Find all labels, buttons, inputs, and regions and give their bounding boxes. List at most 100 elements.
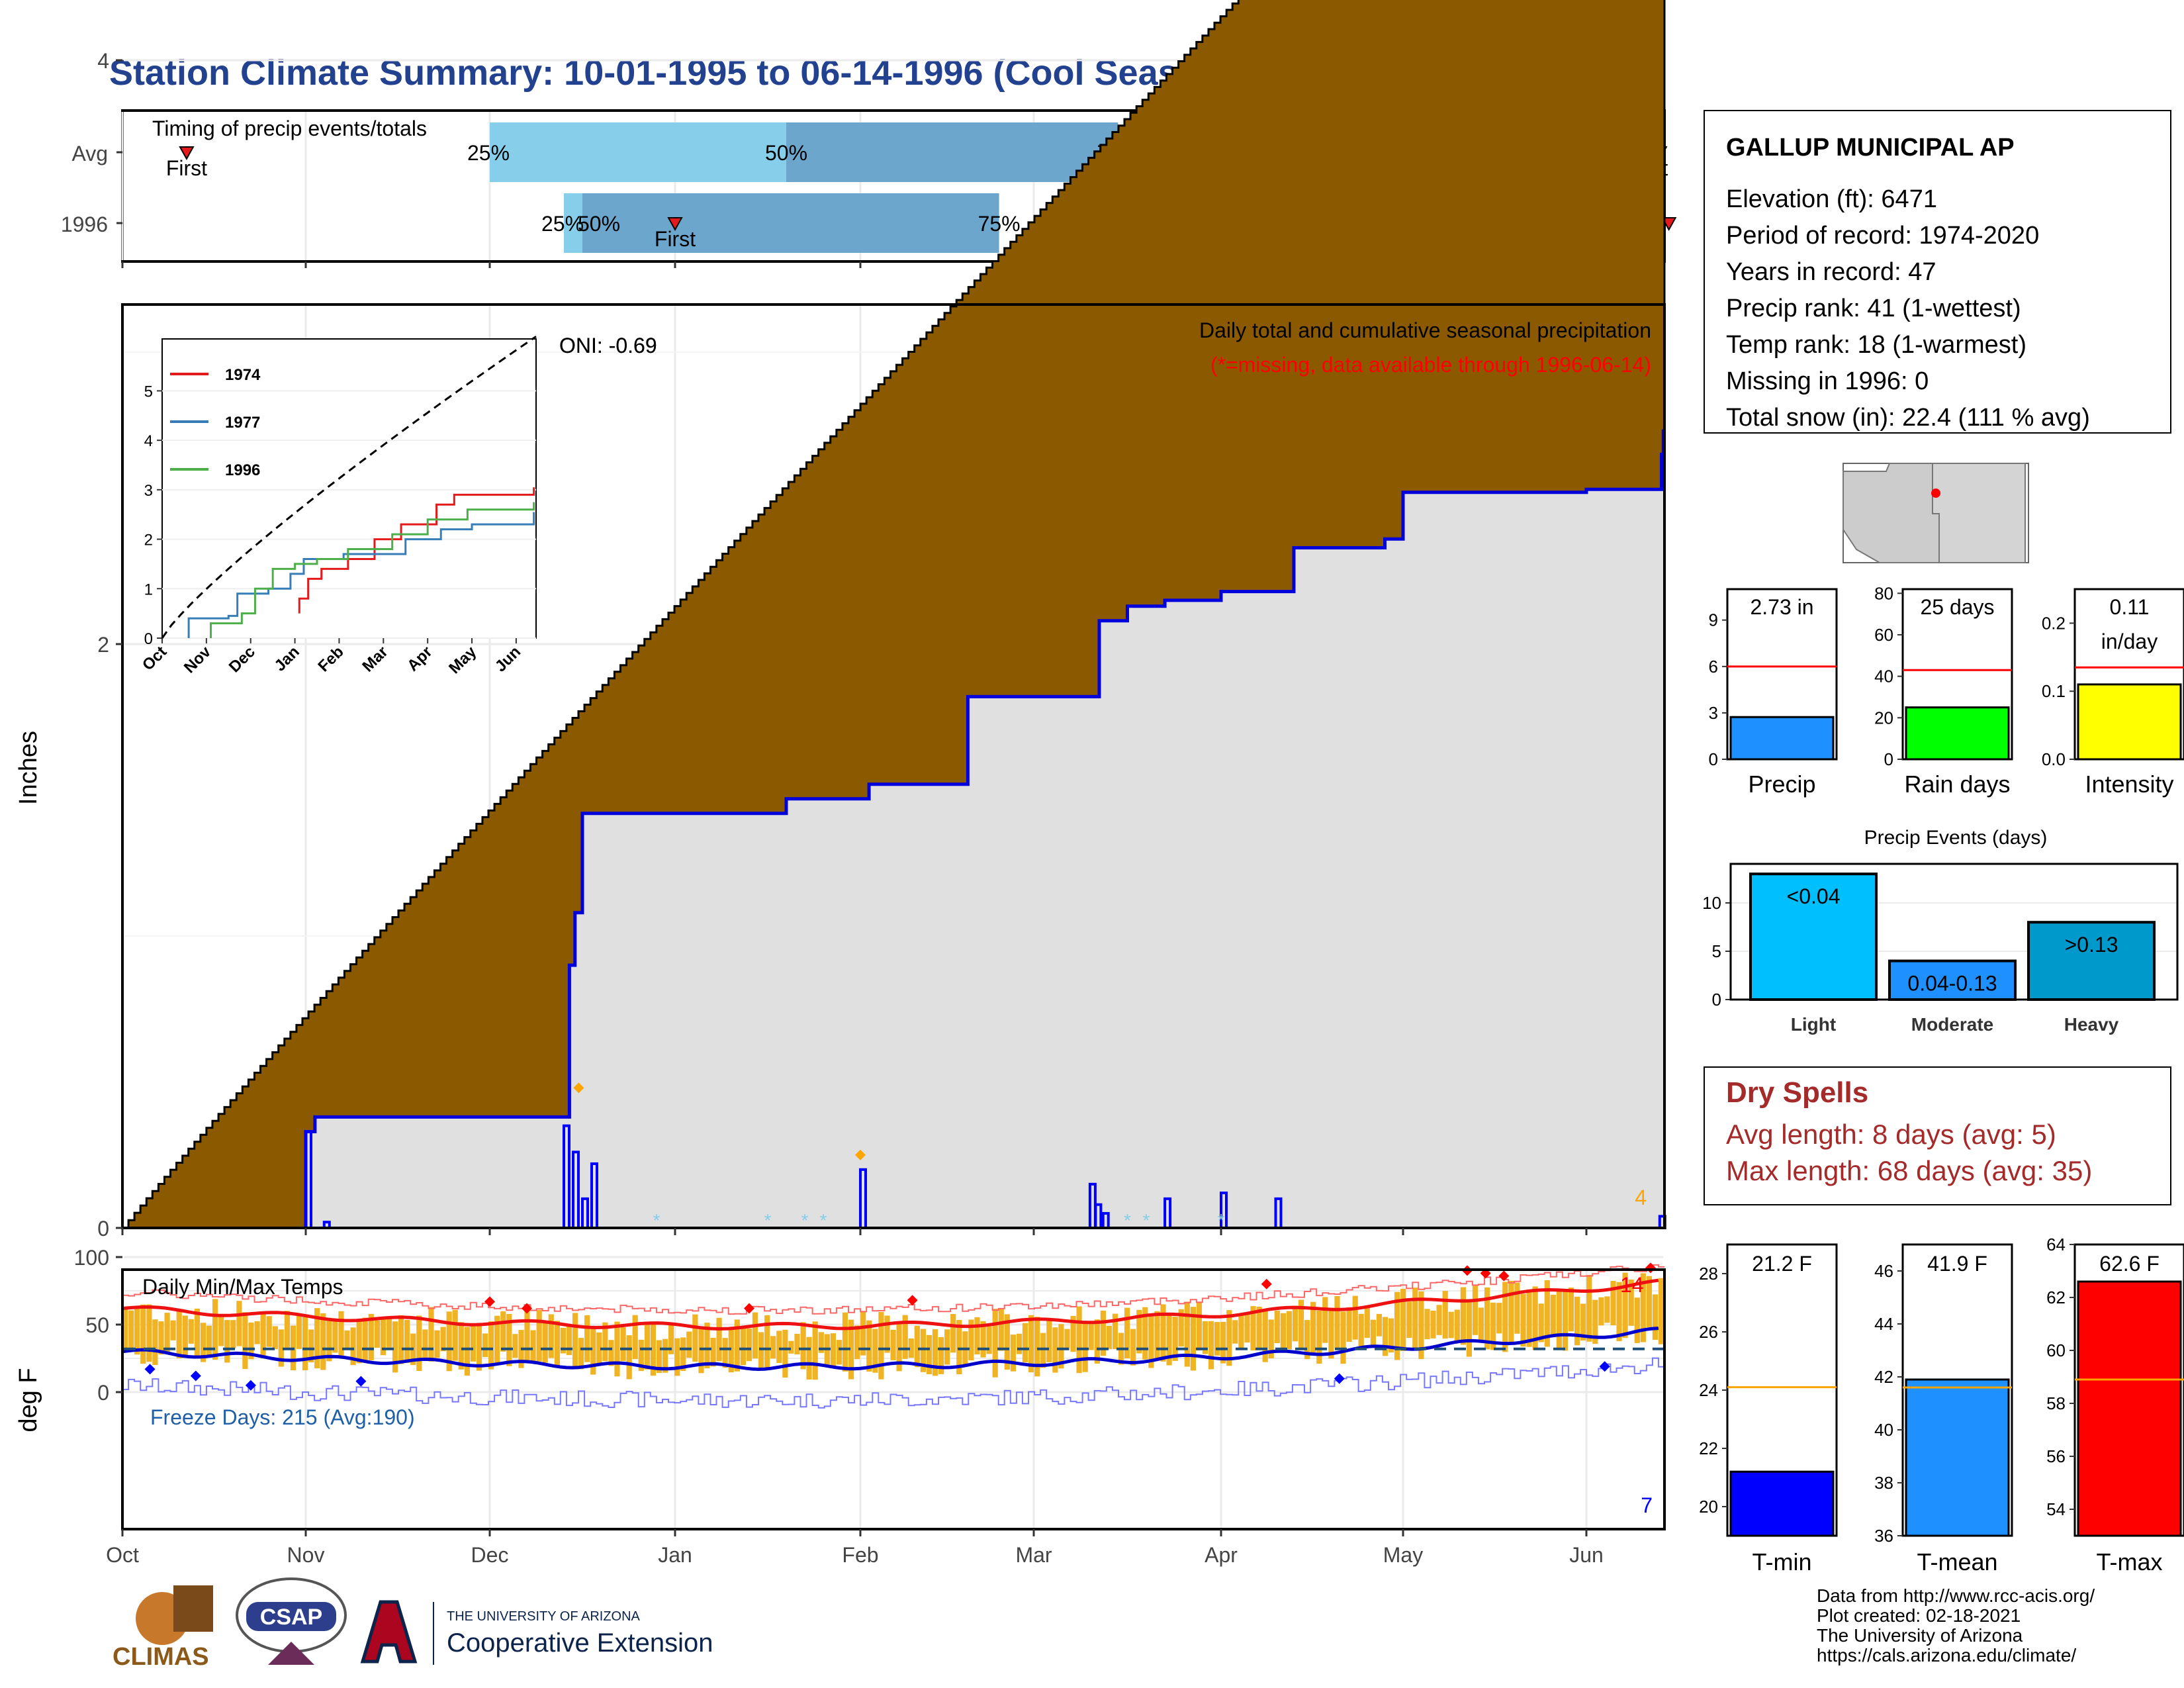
daily-temp-range-bar (584, 1315, 590, 1362)
daily-temp-range-bar (140, 1304, 146, 1364)
daily-temp-range-bar (890, 1329, 896, 1360)
station-info-line: Elevation (ft): 6471 (1726, 185, 1937, 213)
temp-bar-name: T-mean (1917, 1548, 1997, 1575)
daily-temp-range-bar (482, 1333, 488, 1358)
mini-bar-value-label: 2.73 in (1750, 595, 1813, 619)
daily-temp-range-bar (902, 1315, 908, 1359)
daily-temp-range-bar (626, 1335, 632, 1380)
daily-temp-range-bar (1178, 1309, 1184, 1347)
daily-temp-range-bar (302, 1316, 308, 1370)
daily-temp-range-bar (512, 1334, 518, 1358)
temp-bar-ytick-label: 60 (2046, 1340, 2066, 1360)
station-info-box: GALLUP MUNICIPAL AP Elevation (ft): 6471… (1704, 110, 2171, 434)
daily-temp-range-bar (308, 1329, 314, 1362)
daily-temp-range-bar (1328, 1309, 1334, 1359)
temp-bar-name: T-min (1752, 1548, 1812, 1575)
inset-ytick-label: 5 (144, 383, 153, 400)
daily-temp-range-bar (494, 1315, 500, 1364)
inset-average-line (161, 336, 537, 639)
daily-temp-range-bar (158, 1321, 164, 1355)
mini-bar-ytick-label: 0.1 (2042, 681, 2066, 701)
daily-temp-range-bar (368, 1313, 374, 1360)
temp-ylabel: deg F (15, 1368, 42, 1432)
daily-temp-range-bar (1058, 1324, 1064, 1369)
station-info-line: Temp rank: 18 (1-warmest) (1726, 331, 2026, 359)
daily-temp-range-bar (1496, 1303, 1502, 1334)
timing-bar-25-50 (490, 122, 786, 182)
trace-asterisk: * (801, 1210, 809, 1231)
daily-temp-range-bar (164, 1313, 170, 1352)
daily-temp-range-bar (194, 1308, 200, 1357)
mini-bar-ytick-label: 40 (1874, 667, 1893, 686)
daily-temp-range-bar (146, 1304, 152, 1362)
first-event-label: First (166, 156, 207, 180)
ua-a-icon (360, 1600, 418, 1664)
mini-bar-ytick-label: 80 (1874, 583, 1893, 603)
missing-note: (*=missing, data available through 1996-… (1210, 353, 1651, 377)
daily-temp-range-bar (200, 1323, 206, 1362)
daily-temp-range-bar (1622, 1272, 1628, 1338)
daily-temp-range-bar (794, 1334, 800, 1354)
trace-asterisk: * (1124, 1210, 1131, 1231)
precip-frame (121, 303, 1666, 1229)
daily-temp-range-bar (554, 1321, 560, 1368)
temp-bar-ytick-label: 26 (1699, 1322, 1718, 1342)
daily-temp-range-bar (758, 1332, 764, 1370)
daily-temp-range-bar (638, 1339, 644, 1372)
daily-temp-range-bar (404, 1320, 410, 1363)
daily-temp-range-bar (1406, 1301, 1412, 1338)
daily-temp-range-bar (746, 1328, 752, 1362)
precip-ytick-label: 2 (97, 633, 109, 657)
precip-annotation: Daily total and cumulative seasonal prec… (1199, 318, 1651, 342)
daily-temp-range-bar (596, 1333, 602, 1365)
temp-corner-min: 7 (1641, 1493, 1653, 1517)
mini-bar-ytick-label: 0.2 (2042, 613, 2066, 633)
temp-bar-ytick-label: 28 (1699, 1264, 1718, 1284)
footer-line: Plot created: 02-18-2021 (1817, 1605, 2021, 1626)
daily-temp-range-bar (1136, 1309, 1142, 1354)
daily-temp-range-bar (656, 1340, 662, 1374)
timing-label: Timing of precip events/totals (152, 117, 427, 140)
precip-ylabel: Inches (15, 731, 42, 805)
daily-temp-range-bar (1238, 1313, 1244, 1350)
daily-temp-range-bar (572, 1313, 578, 1370)
daily-temp-range-bar (362, 1317, 368, 1362)
daily-temp-range-bar (608, 1340, 614, 1366)
daily-temp-range-bar (1334, 1295, 1340, 1348)
daily-temp-range-bar (1346, 1307, 1352, 1342)
daily-temp-range-bar (182, 1315, 188, 1358)
daily-temp-range-bar (1298, 1299, 1304, 1350)
events-bar-name: Moderate (1911, 1014, 1993, 1035)
daily-temp-range-bar (134, 1306, 140, 1355)
record-low-marker (245, 1380, 256, 1391)
daily-temp-range-bar (1460, 1287, 1466, 1345)
events-title: Precip Events (days) (1864, 827, 2048, 849)
temp-bar-ytick-label: 42 (1874, 1367, 1893, 1387)
daily-temp-range-bar (956, 1320, 962, 1374)
daily-temp-range-bar (1340, 1311, 1346, 1364)
oni-label-front: ONI: -0.69 (559, 334, 657, 357)
ua-small-text: THE UNIVERSITY OF ARIZONA (447, 1609, 641, 1624)
temp-ytick-label: 0 (97, 1381, 109, 1405)
daily-temp-range-bar (1208, 1321, 1214, 1370)
daily-temp-range-bar (1088, 1322, 1094, 1350)
daily-temp-range-bar (878, 1312, 884, 1380)
daily-temp-range-bar (1202, 1321, 1208, 1354)
snow-event-marker (573, 1082, 584, 1094)
daily-temp-range-bar (884, 1315, 890, 1353)
daily-temp-range-bar (524, 1311, 530, 1361)
footer-line: https://cals.arizona.edu/climate/ (1817, 1645, 2076, 1665)
daily-temp-range-bar (1430, 1311, 1436, 1338)
average-max-line (122, 1278, 1659, 1331)
daily-temp-range-bar (374, 1320, 380, 1348)
daily-temp-range-bar (1400, 1288, 1406, 1351)
events-ytick-label: 5 (1712, 941, 1721, 961)
daily-temp-range-bar (1442, 1291, 1448, 1339)
csap-mountain-icon (268, 1642, 314, 1665)
daily-temp-range-bar (1154, 1311, 1160, 1358)
daily-temp-range-bar (1070, 1315, 1076, 1352)
daily-temp-range-bar (992, 1309, 998, 1378)
mini-bar-ytick-label: 0 (1709, 749, 1718, 769)
temp-ytick-label: 50 (85, 1313, 109, 1337)
daily-temp-range-bar (1508, 1280, 1514, 1342)
